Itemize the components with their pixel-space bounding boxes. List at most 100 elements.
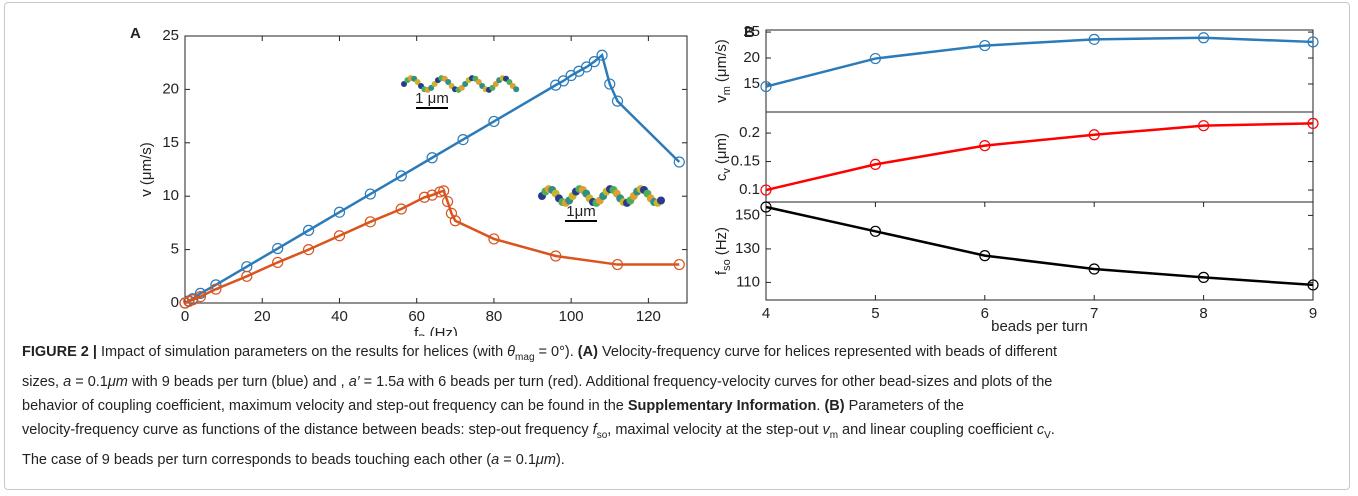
- caption-text: Parameters of the: [844, 397, 964, 414]
- data-point: [426, 189, 438, 201]
- caption-text: so: [596, 429, 608, 441]
- y-axis-label-part: so: [721, 259, 733, 271]
- caption-text: , maximal velocity at the step-out: [607, 421, 823, 438]
- y-tick-label: 20: [743, 49, 760, 66]
- caption-text: Impact of simulation parameters on the r…: [96, 344, 508, 360]
- y-axis-label-part: v: [713, 95, 730, 103]
- caption-text: a′: [348, 373, 360, 390]
- y-tick-label: 15: [162, 134, 179, 151]
- data-point: [241, 270, 253, 282]
- data-point: [457, 133, 469, 146]
- scale-label: 1μm: [566, 203, 595, 220]
- x-tick-label: 80: [486, 308, 503, 325]
- caption-text: c: [1036, 421, 1045, 438]
- scale-label: 1 μm: [415, 90, 449, 107]
- x-axis-label: fB (Hz): [414, 325, 458, 336]
- y-axis-label: vm (μm/s): [713, 39, 733, 102]
- helix-bead: [489, 84, 496, 91]
- data-point: [673, 156, 685, 168]
- data-point: [979, 39, 991, 52]
- data-point: [194, 290, 207, 303]
- y-axis-label: v (μm/s): [138, 142, 155, 196]
- data-point: [438, 185, 450, 197]
- data-point: [1088, 33, 1100, 45]
- y-tick-label: 25: [743, 23, 760, 40]
- helix-bead: [401, 81, 407, 87]
- helix-bead: [431, 81, 438, 87]
- caption-text: = 0°).: [534, 344, 578, 360]
- y-tick-label: 110: [736, 273, 760, 290]
- data-point: [869, 52, 882, 65]
- series-line: [765, 36, 1314, 88]
- y-tick-label: 10: [162, 187, 179, 204]
- data-point: [1088, 129, 1100, 141]
- data-point: [272, 256, 284, 269]
- y-axis-label-part: v (μm/s): [138, 142, 155, 196]
- caption-text: a: [396, 373, 405, 390]
- caption-text: a: [491, 451, 500, 468]
- series-line: [184, 189, 680, 305]
- data-point: [441, 195, 454, 208]
- helix-bead: [462, 81, 469, 87]
- y-tick-label: 0.15: [731, 153, 760, 170]
- caption-text: = 0.1: [71, 373, 108, 390]
- helix-bead: [492, 81, 499, 87]
- data-point: [611, 95, 624, 107]
- data-point: [979, 140, 991, 152]
- data-point: [760, 201, 772, 213]
- caption-text: f: [592, 421, 597, 438]
- helix-bead: [475, 78, 482, 85]
- data-point: [449, 215, 461, 227]
- y-axis-label: fso (Hz): [713, 227, 733, 275]
- caption-text: v: [822, 421, 830, 438]
- y-axis-label-part: c: [713, 173, 730, 181]
- caption-line: velocity-frequency curve as functions of…: [22, 418, 1342, 448]
- y-tick-label: 150: [735, 206, 760, 223]
- data-point: [604, 78, 616, 90]
- y-axis-label-part: m: [721, 86, 733, 95]
- panel-label: B: [744, 24, 755, 41]
- caption-text: V: [1044, 429, 1051, 441]
- data-point: [550, 250, 562, 262]
- data-point: [1307, 279, 1319, 291]
- data-point: [488, 233, 500, 245]
- y-axis-label-part: (Hz): [713, 227, 730, 255]
- data-point: [760, 184, 772, 196]
- data-point: [395, 203, 407, 215]
- x-axis-label-part: beads per turn: [991, 318, 1088, 335]
- caption-text: and linear coupling coefficient: [838, 421, 1037, 438]
- data-point: [364, 188, 376, 200]
- data-point: [588, 56, 600, 68]
- data-point: [333, 230, 346, 242]
- caption-text: Velocity-frequency curve for helices rep…: [597, 344, 1058, 360]
- y-axis-label-part: f: [713, 270, 730, 275]
- x-tick-label: 9: [1309, 305, 1317, 322]
- x-tick-label: 20: [254, 308, 271, 325]
- caption-text: behavior of coupling coefficient, maximu…: [22, 397, 628, 414]
- x-tick-label: 8: [1199, 305, 1207, 322]
- x-tick-label: 6: [981, 305, 989, 322]
- series-line: [184, 53, 681, 305]
- y-tick-label: 25: [162, 27, 179, 44]
- series-line: [765, 122, 1314, 192]
- data-point: [395, 170, 407, 182]
- caption-text: θ: [507, 344, 516, 360]
- data-point: [557, 75, 570, 87]
- x-tick-label: 0: [181, 308, 189, 325]
- helix-bead: [506, 78, 513, 85]
- caption-text: a: [63, 373, 72, 390]
- x-axis-label-part: (Hz): [430, 325, 458, 336]
- axes-box: [765, 201, 1314, 301]
- helix-bead: [657, 196, 665, 205]
- caption-text: = 1.5: [359, 373, 397, 390]
- y-axis-label-part: (μm): [713, 133, 730, 164]
- data-point: [364, 216, 376, 228]
- data-point: [418, 191, 431, 203]
- caption-text: .: [1050, 421, 1055, 438]
- data-point: [869, 158, 882, 171]
- data-point: [302, 224, 315, 236]
- caption-text: The case of 9 beads per turn corresponds…: [22, 451, 492, 468]
- y-axis-label-part: (μm/s): [713, 39, 730, 82]
